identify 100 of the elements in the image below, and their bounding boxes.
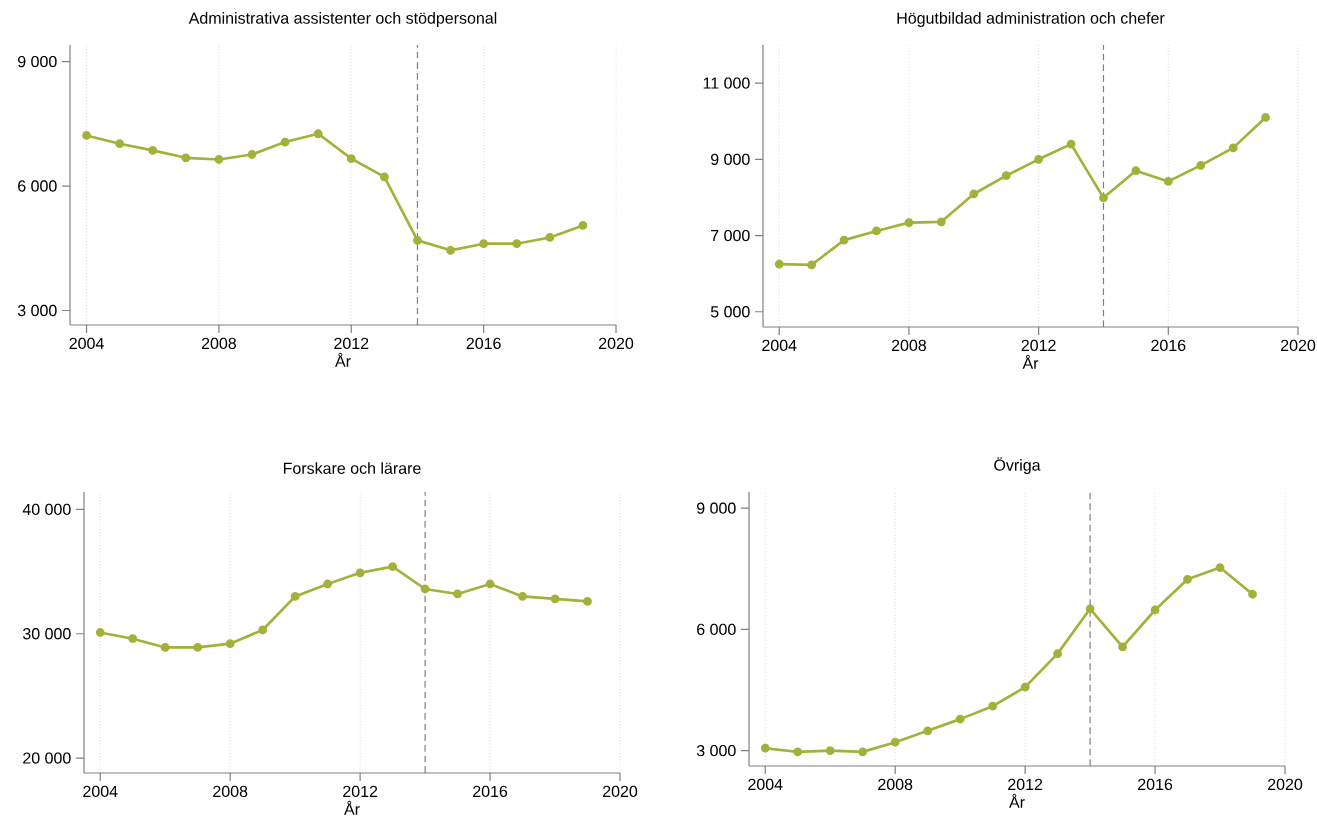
- y-tick-label: 5 000: [710, 306, 750, 318]
- point: [1183, 574, 1192, 584]
- x-tick-label: 2004: [83, 785, 118, 798]
- point: [1150, 605, 1160, 615]
- point: [193, 643, 203, 652]
- x-tick-label: 2008: [891, 339, 927, 352]
- y-tick-label: 3 000: [17, 304, 57, 317]
- point: [485, 579, 495, 589]
- x-axis-title: År: [1009, 793, 1025, 808]
- point: [290, 592, 300, 601]
- point: [323, 579, 333, 589]
- point: [95, 628, 105, 637]
- point: [313, 129, 323, 139]
- point: [988, 701, 998, 711]
- point: [1228, 143, 1238, 153]
- point: [969, 189, 979, 199]
- point: [388, 562, 398, 572]
- x-tick-label: 2012: [334, 337, 369, 350]
- point: [839, 235, 849, 245]
- point: [214, 155, 224, 164]
- y-tick-label: 9 000: [697, 502, 736, 514]
- point: [479, 239, 489, 249]
- point: [1163, 177, 1173, 186]
- x-axis-title: År: [344, 800, 360, 815]
- point: [355, 568, 365, 578]
- x-tick-label: 2016: [1151, 339, 1186, 352]
- point: [1034, 154, 1044, 164]
- point: [453, 589, 462, 599]
- point: [1248, 589, 1257, 599]
- point: [550, 594, 560, 604]
- x-tick-label: 2012: [343, 785, 378, 798]
- y-tick-label: 6 000: [18, 180, 57, 192]
- point: [225, 639, 235, 649]
- x-tick-label: 2012: [1021, 339, 1056, 352]
- point: [1215, 563, 1225, 572]
- point: [247, 150, 257, 159]
- chart-title: Forskare och lärare: [283, 462, 421, 474]
- point: [1118, 642, 1127, 652]
- point: [1131, 166, 1141, 176]
- y-tick-label: 3 000: [696, 744, 736, 757]
- point: [181, 153, 191, 163]
- x-tick-label: 2020: [599, 337, 634, 350]
- x-tick-label: 2020: [1268, 778, 1303, 791]
- point: [1261, 113, 1270, 122]
- x-tick-label: 2008: [201, 337, 236, 350]
- point: [446, 245, 455, 255]
- point: [793, 747, 803, 757]
- x-tick-label: 2012: [1008, 778, 1043, 791]
- x-tick-label: 2004: [69, 337, 104, 350]
- point: [413, 235, 422, 245]
- point: [1053, 649, 1063, 659]
- point: [280, 137, 290, 147]
- point: [512, 239, 522, 249]
- point: [807, 260, 817, 270]
- chart-title: Administrativa assistenter och stödpersonal: [188, 12, 497, 27]
- y-tick-label: 11 000: [703, 77, 750, 89]
- y-tick-label: 40 000: [22, 503, 71, 516]
- point: [1099, 193, 1108, 203]
- x-tick-label: 2016: [473, 785, 508, 798]
- x-tick-label: 2008: [213, 785, 248, 798]
- point: [379, 172, 389, 182]
- point: [258, 625, 268, 635]
- point: [148, 145, 158, 155]
- point: [346, 154, 356, 164]
- x-axis-title: År: [1022, 354, 1039, 369]
- point: [872, 226, 881, 236]
- point: [955, 714, 965, 724]
- point: [583, 597, 592, 606]
- point: [1196, 161, 1206, 170]
- y-tick-label: 9 000: [711, 153, 750, 165]
- y-tick-label: 30 000: [22, 628, 71, 640]
- point: [890, 737, 900, 747]
- point: [825, 746, 835, 756]
- point: [774, 259, 784, 269]
- x-axis-title: År: [335, 352, 351, 367]
- point: [128, 634, 138, 644]
- chart-title: Övriga: [994, 457, 1041, 474]
- x-tick-label: 2004: [748, 778, 783, 791]
- point: [420, 584, 430, 594]
- x-tick-label: 2016: [1138, 778, 1173, 791]
- point: [160, 643, 170, 652]
- point: [82, 131, 91, 140]
- x-tick-label: 2004: [762, 339, 797, 352]
- y-tick-label: 6 000: [697, 623, 736, 636]
- point: [545, 233, 555, 242]
- y-tick-label: 9 000: [18, 55, 57, 68]
- point: [760, 743, 770, 753]
- point: [858, 747, 868, 757]
- point: [518, 592, 527, 601]
- x-tick-label: 2008: [878, 778, 913, 791]
- point: [936, 217, 946, 227]
- point: [923, 726, 933, 736]
- y-tick-label: 7 000: [711, 229, 750, 242]
- point: [904, 218, 914, 227]
- y-tick-label: 20 000: [23, 752, 71, 764]
- point: [578, 221, 588, 230]
- point: [1020, 682, 1030, 692]
- x-tick-label: 2020: [603, 785, 638, 798]
- chart-title: Högutbildad administration och chefer: [897, 12, 1165, 27]
- x-tick-label: 2016: [466, 337, 501, 350]
